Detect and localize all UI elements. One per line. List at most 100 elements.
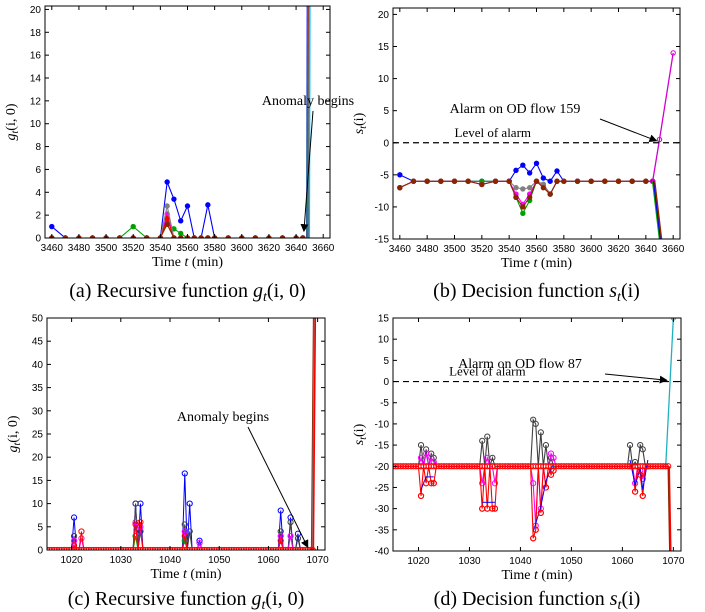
y-tick-label: 10 [32, 499, 44, 510]
baseline-point [120, 546, 127, 550]
baseline-point [147, 546, 154, 550]
data-point [171, 235, 177, 238]
baseline-point [80, 546, 88, 550]
data-point [70, 514, 78, 521]
baseline-point [149, 546, 156, 550]
data-point [132, 500, 139, 507]
y-tick-label: 30 [32, 406, 44, 417]
baseline-point [189, 546, 196, 550]
y-axis-label: gt(i, 0) [4, 103, 21, 140]
y-tick-label: 8 [35, 142, 41, 153]
data-point [294, 535, 302, 542]
baseline-point [169, 546, 176, 550]
data-point [547, 191, 553, 197]
plot-area [47, 318, 317, 550]
baseline-point [186, 546, 193, 550]
data-point [547, 178, 553, 184]
data-point [178, 218, 184, 224]
data-point [639, 492, 646, 500]
series-line-0 [399, 162, 653, 182]
annotation-arrow [604, 373, 668, 384]
rise-line [665, 318, 675, 467]
x-tick-label: 3480 [68, 243, 91, 254]
panel-caption: (c) Recursive function gt(i, 0) [68, 588, 305, 612]
data-point [526, 194, 533, 200]
series-line-magenta [47, 522, 313, 550]
baseline-point [665, 463, 672, 470]
baseline-point [176, 546, 183, 550]
annotation-label: Anomaly begins [262, 94, 354, 109]
data-point [184, 203, 191, 209]
annotation-arrow [300, 110, 314, 233]
baseline-point [253, 546, 260, 550]
y-tick-label: 14 [30, 74, 42, 85]
x-axis-label: Time t (min) [501, 256, 572, 271]
baseline-point [98, 546, 105, 550]
data-point [533, 178, 540, 184]
data-point [530, 480, 537, 487]
baseline-point [203, 546, 211, 550]
baseline-point [157, 546, 164, 550]
baseline-point [225, 546, 233, 550]
data-point [205, 202, 211, 208]
baseline-point [255, 546, 262, 550]
baseline-point [213, 546, 220, 550]
data-point [491, 480, 499, 487]
baseline-point [66, 546, 73, 550]
baseline-point [105, 546, 112, 550]
x-tick-label: 3640 [285, 243, 308, 254]
data-point [588, 178, 594, 184]
baseline-point [272, 546, 279, 550]
data-point [540, 175, 547, 181]
x-tick-label: 1050 [560, 556, 583, 567]
baseline-point [248, 546, 255, 550]
baseline-point [201, 546, 208, 550]
x-axis-label: Time t (min) [501, 568, 572, 583]
data-point [532, 526, 539, 533]
chart-panel-c: 1020 1030 1040 1050 1060 1070 0 5 10 15 20 25 30 35 40… [6, 314, 329, 612]
data-point [279, 235, 286, 238]
y-tick-label: 10 [378, 74, 390, 85]
spike-line [312, 318, 317, 550]
data-point [615, 178, 622, 184]
data-point [561, 178, 567, 184]
spike-line [308, 6, 311, 238]
data-point [550, 467, 557, 474]
data-point [637, 471, 644, 478]
data-point [520, 162, 526, 168]
data-point [537, 509, 544, 516]
data-point [451, 178, 458, 184]
y-axis-label: st(i) [352, 423, 369, 445]
data-point [62, 235, 69, 238]
baseline-point [171, 546, 179, 550]
y-tick-label: 0 [383, 138, 389, 149]
data-point [532, 420, 539, 428]
x-tick-label: 3540 [498, 244, 521, 255]
baseline-point [139, 546, 147, 550]
y-tick-label: 12 [30, 96, 42, 107]
data-point [191, 235, 197, 238]
x-tick-label: 3660 [312, 243, 335, 254]
data-point [632, 480, 639, 487]
baseline-point [110, 546, 117, 550]
y-tick-label: 0 [37, 546, 43, 557]
baseline-point [275, 546, 282, 550]
x-tick-label: 3520 [471, 244, 494, 255]
data-point [526, 170, 533, 176]
y-tick-label: -15 [375, 441, 390, 452]
y-tick-label: 45 [32, 337, 44, 348]
baseline-point [134, 546, 142, 550]
x-tick-label: 3500 [95, 243, 118, 254]
series-line-1 [399, 180, 653, 215]
data-point [144, 235, 150, 238]
x-tick-label: 3600 [580, 244, 603, 255]
plot-area [397, 50, 676, 239]
y-tick-label: 5 [37, 522, 43, 533]
drop-line [668, 466, 672, 551]
y-tick-label: -30 [375, 504, 390, 515]
x-tick-label: 1040 [509, 556, 532, 567]
data-point [513, 184, 519, 191]
baseline-point [174, 546, 181, 550]
x-tick-label: 1020 [60, 555, 83, 566]
